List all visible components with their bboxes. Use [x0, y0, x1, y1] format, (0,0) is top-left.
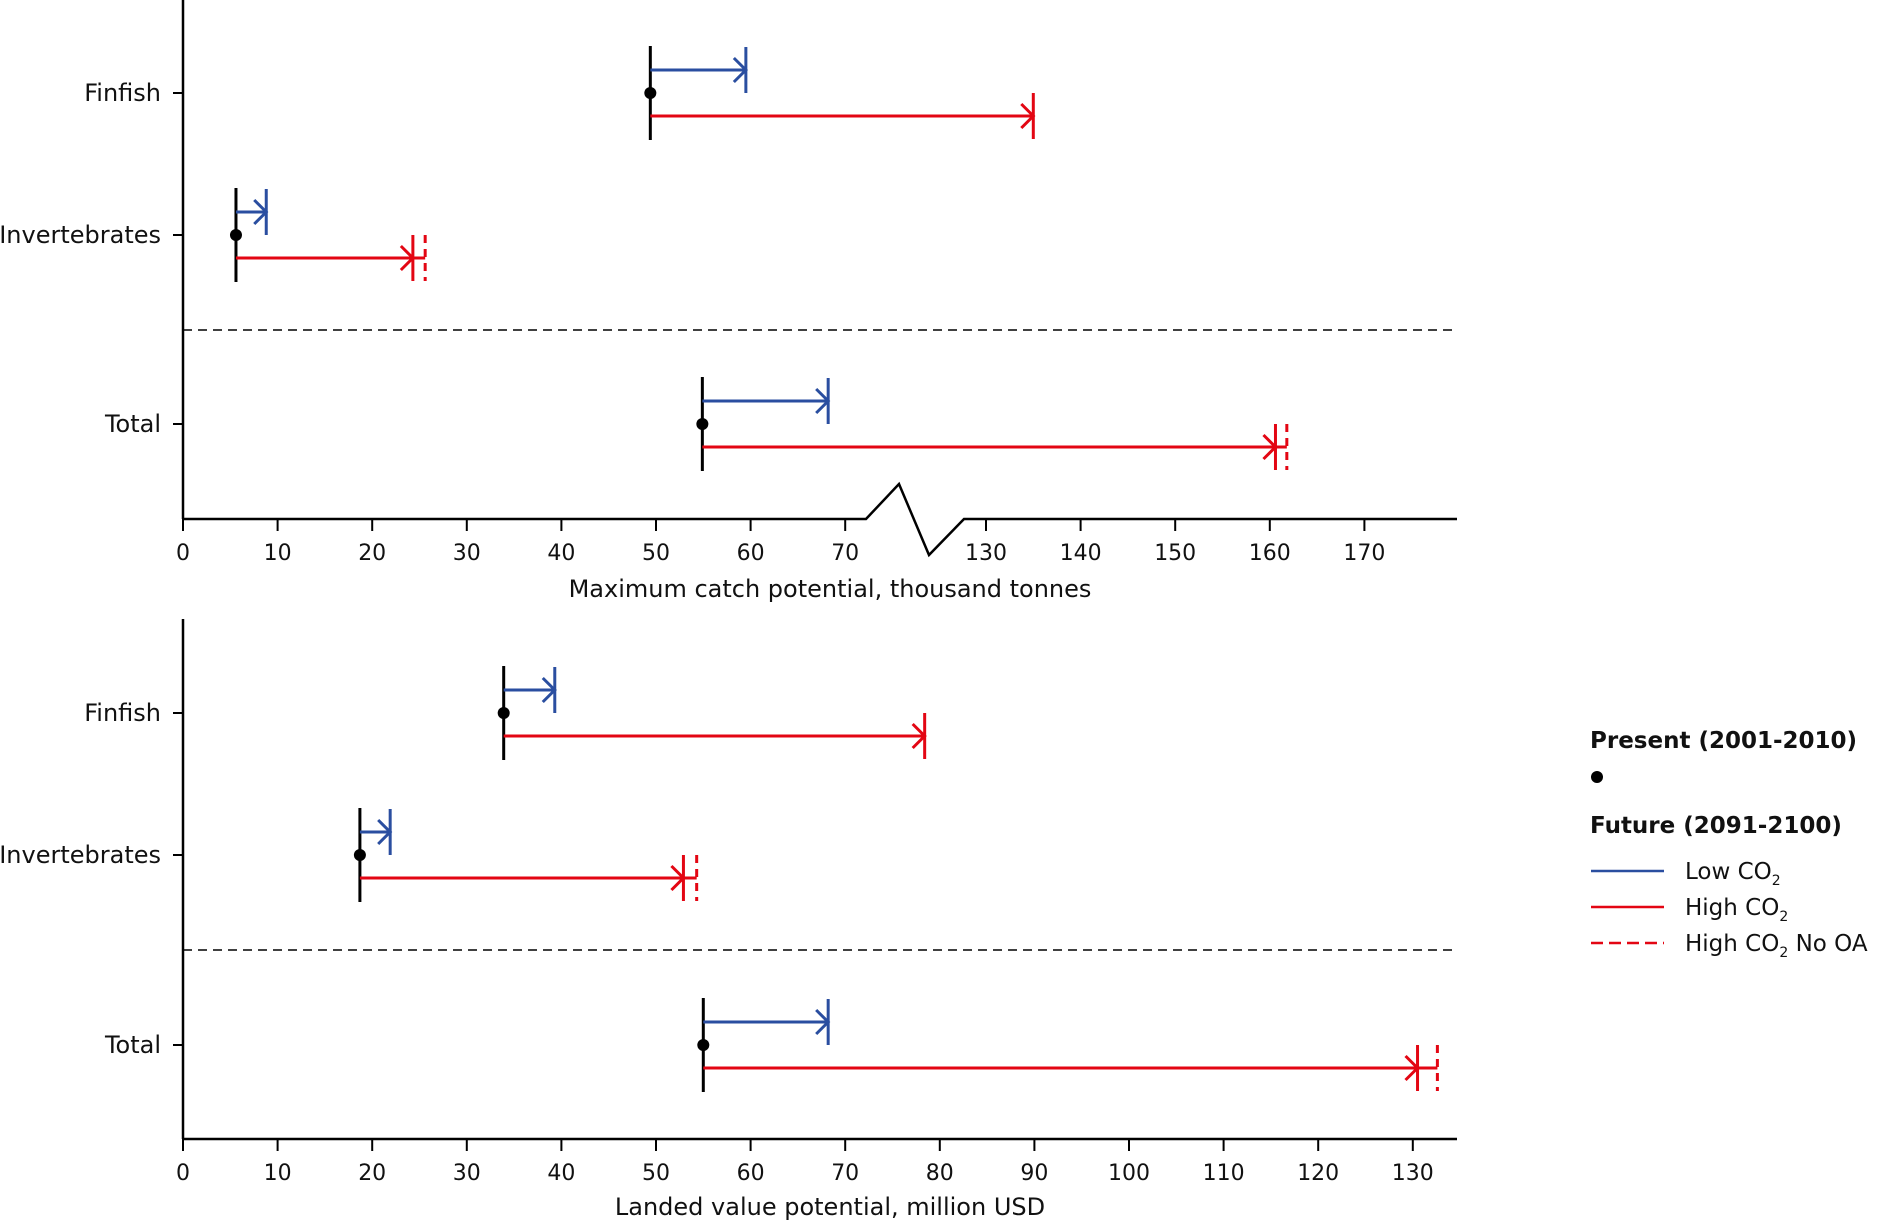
catch-potential-panel: 0 10 20 30 40 50 60 70 130 140 150 160 170 Maximum ca… — [0, 0, 1457, 603]
x-tick-label: 100 — [1108, 1161, 1150, 1186]
x-tick-label: 160 — [1249, 541, 1291, 566]
legend-label: Low CO2 — [1685, 859, 1781, 889]
x-tick-label: 40 — [547, 1161, 575, 1186]
legend: Present (2001-2010) Future (2091-2100) L… — [1590, 728, 1868, 961]
x-tick-label: 0 — [176, 541, 190, 566]
present-point — [229, 229, 242, 241]
x-tick-label: 50 — [642, 1161, 670, 1186]
y-tick-label: Finfish — [84, 79, 161, 107]
x-tick-label: 10 — [264, 1161, 292, 1186]
x-tick-label: 70 — [831, 541, 859, 566]
x-tick-label: 50 — [642, 541, 670, 566]
x-axis-title: Landed value potential, million USD — [615, 1193, 1045, 1221]
x-axis-title: Maximum catch potential, thousand tonnes — [569, 575, 1092, 603]
x-tick-label: 170 — [1343, 541, 1385, 566]
x-tick-label: 10 — [264, 541, 292, 566]
legend-present-marker — [1591, 771, 1603, 783]
x-tick-label: 30 — [453, 541, 481, 566]
present-point — [696, 418, 709, 430]
present-point — [644, 87, 657, 99]
legend-item: Low CO2 — [1591, 859, 1781, 889]
y-tick-label: Invertebrates — [0, 221, 161, 249]
y-tick-label: Invertebrates — [0, 841, 161, 869]
y-tick-label: Total — [104, 1031, 161, 1059]
category-row-total: Total — [104, 377, 1289, 471]
category-row-finfish: Finfish — [84, 46, 1036, 140]
y-tick-label: Finfish — [84, 699, 161, 727]
x-tick-label: 120 — [1297, 1161, 1339, 1186]
legend-present-title: Present (2001-2010) — [1590, 728, 1857, 754]
x-tick-label: 30 — [453, 1161, 481, 1186]
category-row-total: Total — [104, 998, 1439, 1092]
present-point — [497, 707, 510, 719]
y-tick-label: Total — [104, 410, 161, 438]
x-tick-label: 140 — [1060, 541, 1102, 566]
category-row-invertebrates: Invertebrates — [0, 188, 427, 282]
x-tick-label: 150 — [1154, 541, 1196, 566]
legend-item: High CO2 No OA — [1591, 931, 1868, 961]
category-row-invertebrates: Invertebrates — [0, 808, 699, 902]
x-axis-with-break — [183, 481, 1457, 558]
landed-value-panel: 0 10 20 30 40 50 60 70 80 90 100 110 120 130 Landed va… — [0, 619, 1457, 1221]
present-point — [353, 849, 366, 861]
category-row-finfish: Finfish — [84, 666, 927, 760]
legend-future-title: Future (2091-2100) — [1590, 813, 1842, 839]
x-tick-label: 0 — [176, 1161, 190, 1186]
legend-item: High CO2 — [1591, 895, 1788, 925]
x-tick-label: 20 — [358, 1161, 386, 1186]
x-tick-label: 110 — [1203, 1161, 1245, 1186]
x-tick-label: 130 — [965, 541, 1007, 566]
x-tick-label: 60 — [737, 1161, 765, 1186]
x-tick-label: 80 — [926, 1161, 954, 1186]
present-point — [697, 1039, 710, 1051]
x-tick-label: 40 — [547, 541, 575, 566]
x-tick-label: 90 — [1020, 1161, 1048, 1186]
x-tick-label: 60 — [737, 541, 765, 566]
x-tick-label: 130 — [1392, 1161, 1434, 1186]
legend-label: High CO2 No OA — [1685, 931, 1868, 961]
legend-label: High CO2 — [1685, 895, 1788, 925]
x-tick-label: 70 — [831, 1161, 859, 1186]
x-tick-label: 20 — [358, 541, 386, 566]
